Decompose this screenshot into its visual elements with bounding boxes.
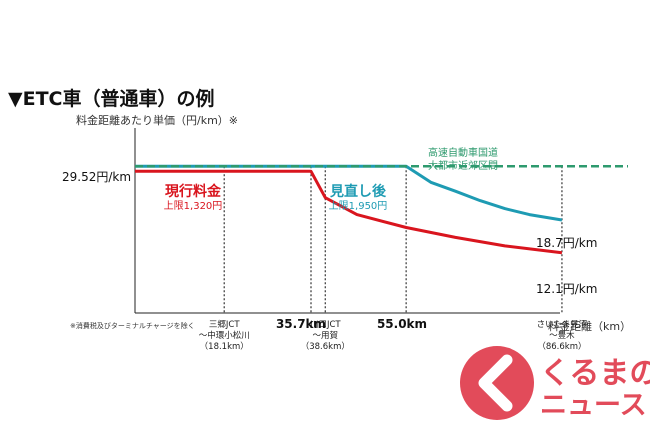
marker-label: 〜豊木 bbox=[549, 330, 575, 341]
marker-label: （18.1km） bbox=[200, 341, 249, 352]
marker-label: さいたま見沼 bbox=[537, 320, 588, 330]
series-line-1 bbox=[135, 164, 563, 222]
marker-label: 〜中環小松川 bbox=[199, 330, 250, 341]
logo-text-line1: くるまの bbox=[540, 356, 650, 391]
footnote: ※消費税及びターミナルチャージを除く bbox=[70, 321, 195, 330]
series-current-cap: 上限1,320円 bbox=[164, 200, 223, 212]
chart-title: ▼ETC車（普通車）の例 bbox=[8, 87, 215, 110]
series-line-0 bbox=[135, 169, 563, 255]
series-current-label: 現行料金 bbox=[165, 183, 222, 200]
y-tick-label: 29.52円/km bbox=[62, 170, 131, 184]
marker-label: （38.6km） bbox=[301, 341, 350, 352]
x-tick-label: 55.0km bbox=[377, 317, 427, 331]
marker-label: 三郷JCT bbox=[209, 320, 240, 330]
logo-badge bbox=[460, 346, 534, 420]
x-axis-label: 料金距離（km） bbox=[548, 319, 631, 333]
series-revised-end-label: 18.7円/km bbox=[536, 236, 597, 250]
series-revised-label: 見直し後 bbox=[329, 183, 387, 200]
y-axis-label: 料金距離あたり単価（円/km）※ bbox=[76, 113, 238, 127]
baseline-label-2: 大都市近郊区間 bbox=[428, 159, 498, 172]
baseline-label-1: 高速自動車国道 bbox=[428, 146, 498, 159]
series-revised-cap: 上限1,950円 bbox=[329, 200, 388, 212]
series-current-end-label: 12.1円/km bbox=[536, 282, 597, 296]
logo-text-line2: ニュース bbox=[540, 390, 647, 421]
chevron-left-icon bbox=[478, 354, 513, 412]
series-lines bbox=[135, 164, 628, 255]
distance-markers: 三郷JCT〜中環小松川（18.1km） 川口JCT〜用賀（38.6km） さいたま見… bbox=[199, 166, 588, 352]
kuruma-no-news-logo: くるまの ニュース bbox=[460, 346, 650, 421]
x-tick-label: 35.7km bbox=[276, 317, 326, 331]
marker-label: （86.6km） bbox=[537, 341, 586, 352]
marker-label: 川口JCT bbox=[310, 320, 341, 330]
marker-label: 〜用賀 bbox=[313, 330, 339, 341]
